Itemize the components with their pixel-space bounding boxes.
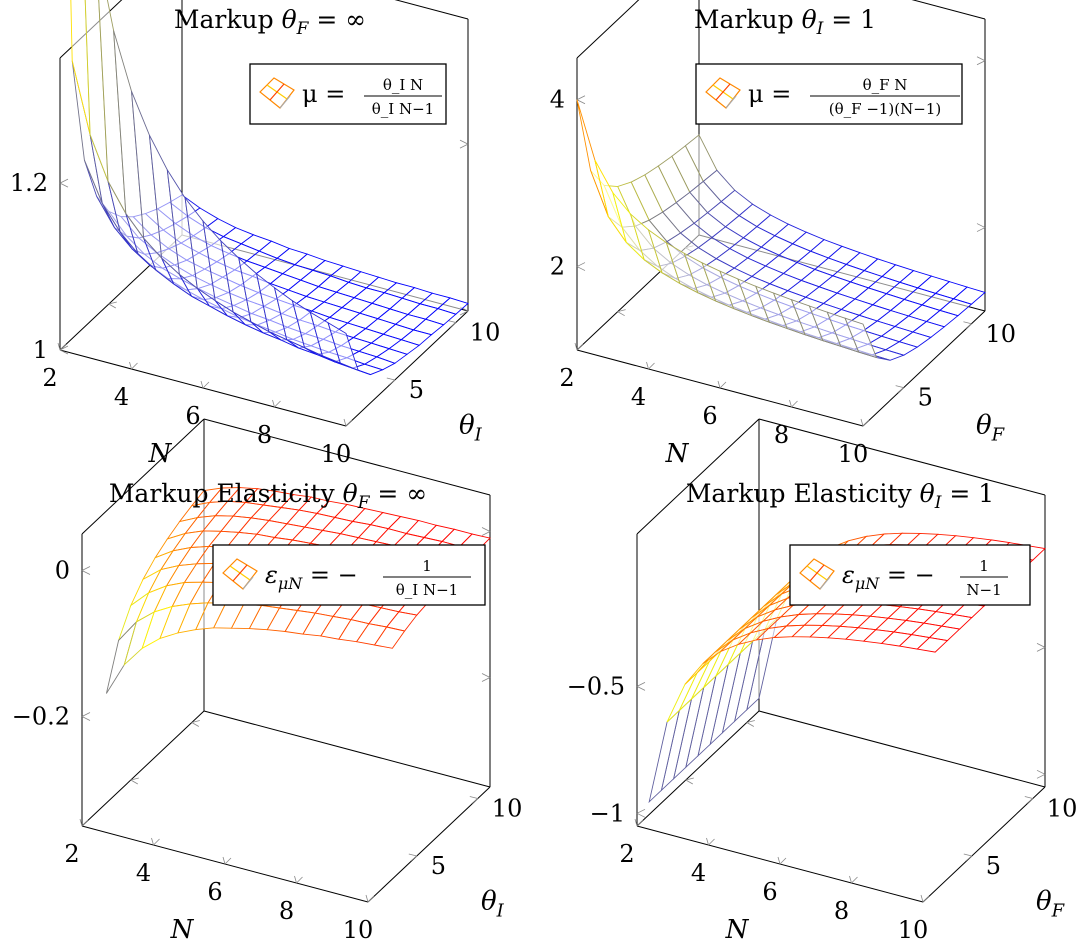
x-tick-label: 4 [114,383,129,411]
chart-title: Markup θI = 1 [694,5,876,39]
tick-labels: 2 4 6 8 10 5 10 2 4 [550,86,1016,468]
chart-panel-3: 2 4 6 8 10 5 10 −0.2 0 NθI Markup Elasticity θF = … [12,418,523,945]
x-axis-label: N [148,439,173,469]
x-tick-label: 2 [559,364,574,392]
x-tick-label: 8 [279,897,294,925]
legend-fraction-numerator: 1 [979,557,989,575]
surface-cell [916,637,949,653]
chart-title: Markup Elasticity θF = ∞ [109,479,427,513]
surface-cell [373,626,406,649]
x-tick-label: 6 [207,878,222,906]
z-tick-label: 2 [550,253,565,281]
legend-fraction-denominator: (θ_F −1)(N−1) [829,100,941,118]
y-tick-label: 5 [409,376,424,404]
legend-swatch-icon [799,558,835,590]
y-tick-label: 10 [492,795,523,823]
x-tick-label: 4 [691,859,706,887]
z-tick-label: 0 [55,557,70,585]
z-tick-label: 1.2 [10,169,48,197]
legend-swatch-icon [222,558,258,590]
surface-mesh [576,99,986,361]
legend-fraction-numerator: θ_F N [863,76,908,94]
tick-marks [79,527,491,903]
legend: εμN = − 1 θ_I N−1 [212,544,486,606]
x-axis-label: N [665,439,690,469]
legend-label: μ = [748,80,791,108]
x-tick-label: 8 [834,897,849,925]
legend: μ = θ_F N (θ_F −1)(N−1) [695,63,963,125]
chart-title: Markup Elasticity θI = 1 [686,479,994,513]
surface-cell [844,317,878,359]
y-tick-label: 5 [918,384,933,412]
x-tick-label: 4 [136,859,151,887]
z-tick-label: 4 [550,86,565,114]
z-tick-label: −0.2 [12,703,70,731]
y-axis-label: θF [976,411,1006,446]
tick-labels: 2 4 6 8 10 5 10 −0.2 0 [12,557,523,945]
x-tick-label: 10 [898,916,929,944]
y-tick-label: 5 [986,852,1001,880]
x-tick-label: 6 [185,402,200,430]
chart-panel-4: 2 4 6 8 10 5 10 −1 −0.5 NθF Markup Elasticity θI =… [567,418,1078,945]
tick-labels: 2 4 6 8 10 5 10 −1 −0.5 [567,672,1078,944]
x-tick-label: 2 [42,364,57,392]
surface-cell [576,99,609,217]
legend-swatch-icon [259,77,295,109]
chart-title: Markup θF = ∞ [174,5,366,39]
y-tick-label: 10 [985,320,1016,348]
legend-fraction-numerator: θ_I N [383,76,423,94]
legend-fraction-denominator: θ_I N−1 [372,100,434,118]
x-tick-label: 8 [774,421,789,449]
surface-cell [327,321,359,372]
x-axis-label: N [170,915,195,945]
legend: μ = θ_I N θ_I N−1 [249,63,447,125]
y-axis-label: θF [1036,887,1066,922]
y-tick-label: 10 [1047,795,1078,823]
legend-swatch-icon [705,77,741,109]
axis-box [636,418,1046,903]
z-tick-label: −0.5 [567,672,625,700]
y-tick-label: 5 [431,852,446,880]
x-axis-label: N [725,915,750,945]
y-axis-label: θI [481,887,505,922]
z-tick-label: 1 [33,336,48,364]
legend-label: εμN = − [842,561,935,593]
legend-label: μ = [302,80,345,108]
axis-box [81,418,491,903]
tick-marks [574,56,986,427]
legend-label: εμN = − [265,561,358,593]
y-tick-label: 10 [470,319,501,347]
z-tick-label: −1 [590,799,625,827]
tick-marks [634,642,1046,903]
x-tick-label: 6 [702,402,717,430]
legend: εμN = − 1 N−1 [789,544,1031,606]
y-axis-label: θI [459,411,483,446]
x-tick-label: 10 [838,440,869,468]
legend-fraction-numerator: 1 [422,557,432,575]
x-tick-label: 6 [762,878,777,906]
surface-mesh [70,0,469,376]
legend-fraction-denominator: N−1 [966,581,1001,599]
x-tick-label: 2 [619,840,634,868]
legend-fraction-denominator: θ_I N−1 [396,581,458,599]
x-tick-label: 10 [343,916,374,944]
x-tick-label: 4 [631,383,646,411]
x-tick-label: 2 [64,840,79,868]
